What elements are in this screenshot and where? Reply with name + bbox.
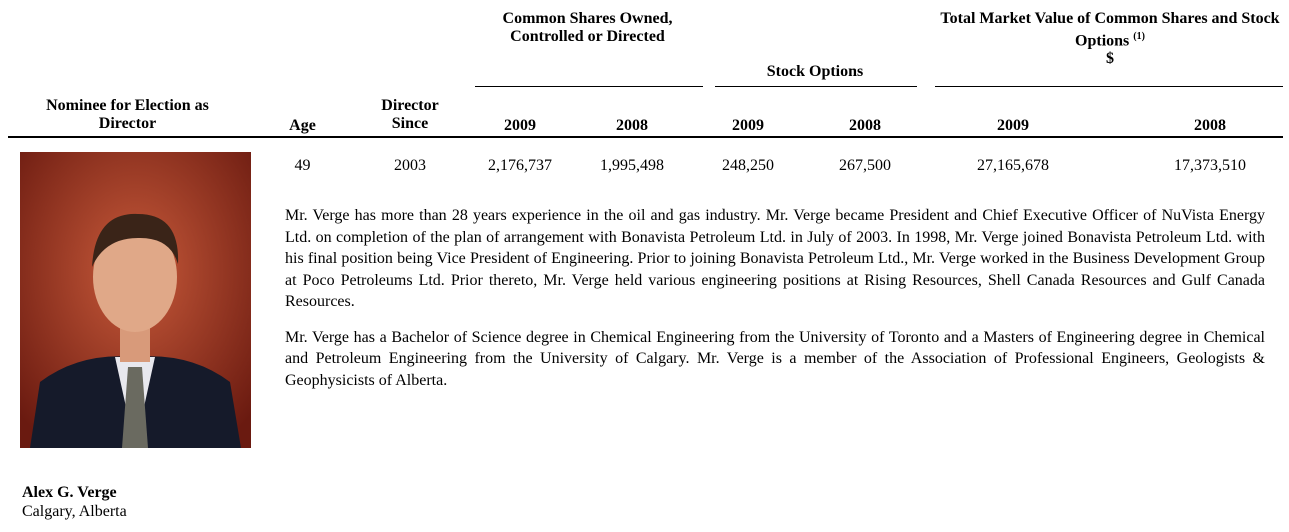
column-header: Age xyxy=(289,117,316,134)
column-header: 2009 xyxy=(504,117,536,134)
cell: 267,500 xyxy=(839,157,891,174)
column-header: 2008 xyxy=(616,117,648,134)
nominee-location: Calgary, Alberta xyxy=(22,503,127,520)
group-header: Stock Options xyxy=(766,63,864,80)
paragraph: Mr. Verge has more than 28 years experie… xyxy=(285,207,1265,310)
cell: 2,176,737 xyxy=(488,157,552,174)
cell: 2003 xyxy=(394,157,426,174)
column-header: 2009 xyxy=(997,117,1029,134)
cell: 49 xyxy=(294,157,311,174)
column-header: Director Since xyxy=(381,97,439,132)
group-header-text: Total Market Value of Common Shares and … xyxy=(940,10,1280,50)
header-rule xyxy=(8,136,1283,138)
rule xyxy=(715,86,917,87)
cell: 248,250 xyxy=(722,157,774,174)
column-header: 2008 xyxy=(849,117,881,134)
group-header: Common Shares Owned, Controlled or Direc… xyxy=(502,10,673,45)
cell: 1,995,498 xyxy=(600,157,664,174)
group-header: Total Market Value of Common Shares and … xyxy=(940,10,1280,68)
biography: Mr. Verge has more than 28 years experie… xyxy=(285,205,1265,391)
footnote-mark: (1) xyxy=(1133,31,1145,42)
unit: $ xyxy=(1106,50,1114,68)
column-header: 2009 xyxy=(732,117,764,134)
column-header: Nominee for Election as Director xyxy=(46,97,209,132)
column-header: 2008 xyxy=(1194,117,1226,134)
cell: 27,165,678 xyxy=(977,157,1049,174)
rule xyxy=(935,86,1283,87)
rule xyxy=(475,86,703,87)
cell: 17,373,510 xyxy=(1174,157,1246,174)
nominee-name: Alex G. Verge xyxy=(22,484,117,501)
paragraph: Mr. Verge has a Bachelor of Science degr… xyxy=(285,328,1265,389)
portrait xyxy=(20,152,251,448)
